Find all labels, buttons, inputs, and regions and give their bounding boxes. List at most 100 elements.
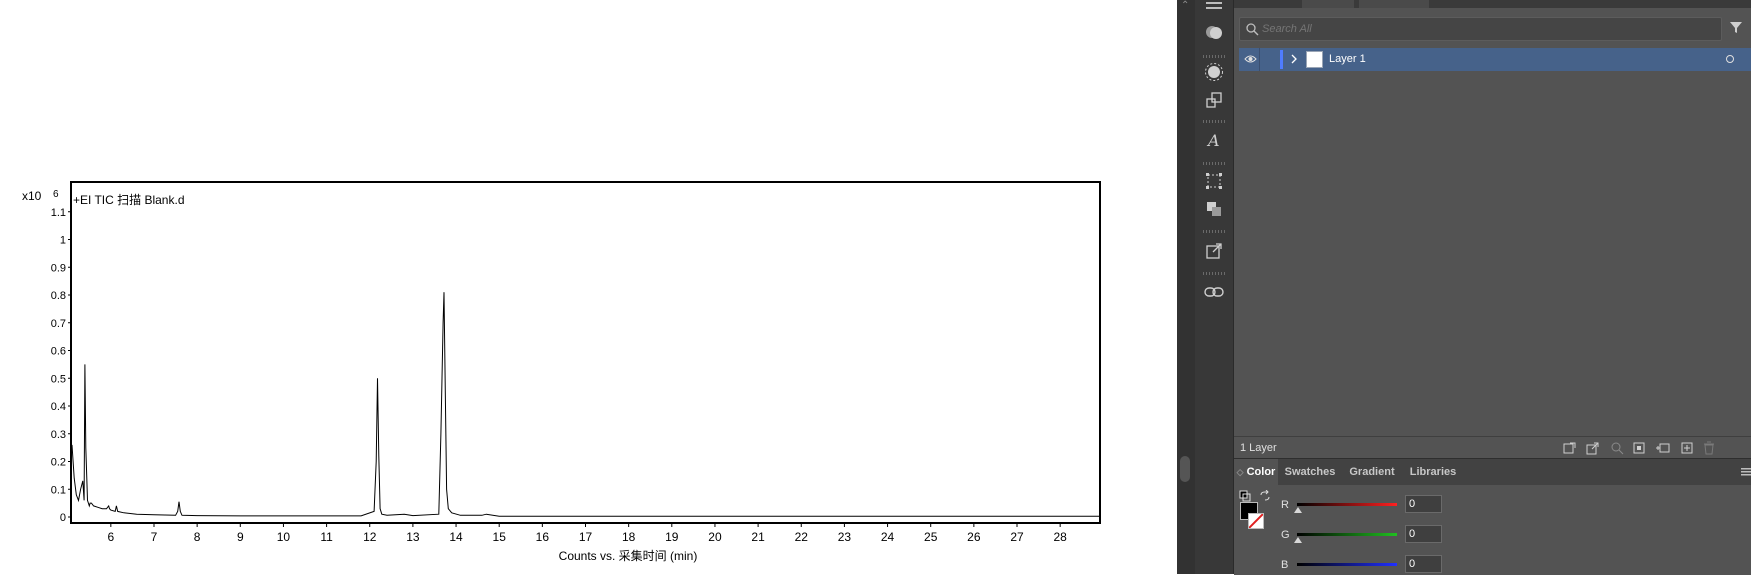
- menu-icon[interactable]: [1199, 0, 1229, 20]
- svg-text:A: A: [1206, 131, 1220, 150]
- x-tick-label: 10: [277, 530, 291, 544]
- layer-color-indicator: [1280, 50, 1283, 69]
- x-tick-label: 24: [881, 530, 895, 544]
- panel-dock-strip: ⌃: [1177, 0, 1196, 574]
- export-selection-icon[interactable]: [1585, 441, 1599, 455]
- search-input[interactable]: [1262, 18, 1702, 40]
- x-tick-label: 26: [967, 530, 981, 544]
- b-channel-label: B: [1281, 559, 1289, 571]
- pathfinder-icon[interactable]: [1199, 196, 1229, 222]
- filter-icon[interactable]: [1729, 20, 1743, 34]
- panel-icon-column: A: [1195, 0, 1234, 574]
- x-tick-label: 28: [1053, 530, 1067, 544]
- new-layer-icon[interactable]: [1680, 441, 1694, 455]
- plot-frame: [70, 181, 1101, 524]
- y-tick-label: 0: [60, 512, 66, 524]
- collect-export-icon[interactable]: [1562, 441, 1576, 455]
- lock-column[interactable]: [1259, 48, 1260, 71]
- r-channel-label: R: [1281, 499, 1289, 511]
- appearance-icon[interactable]: [1199, 19, 1229, 45]
- panel-tab[interactable]: [1359, 0, 1429, 8]
- panel-tab[interactable]: [1302, 0, 1354, 8]
- layer-thumbnail: [1306, 51, 1323, 68]
- layer-name[interactable]: Layer 1: [1329, 53, 1366, 65]
- transform-icon[interactable]: [1199, 87, 1229, 113]
- default-colors-icon[interactable]: [1239, 490, 1251, 502]
- panel-grip[interactable]: [1203, 272, 1225, 275]
- y-exponent-base: x10: [22, 189, 42, 203]
- panel-grip[interactable]: [1203, 120, 1225, 123]
- chevron-right-icon[interactable]: [1289, 53, 1299, 65]
- x-tick-label: 11: [320, 530, 333, 544]
- y-tick-label: 0.8: [51, 290, 66, 302]
- x-axis: 6 7 8 9 10 11 12 13 14 15 16 17 18 19 20 21 22 23 24 25 26 27…: [107, 523, 1067, 544]
- color-panel: ◇ Color Swatches Gradient Libraries R: [1234, 458, 1751, 575]
- y-tick-label: 1.1: [51, 207, 66, 219]
- tab-swatches[interactable]: Swatches: [1284, 466, 1336, 478]
- artboard-canvas[interactable]: 0 0.1 0.2 0.3 0.4 0.5 0.6 0.7 0.8 0.9 1 1.1 6 7 8 9 10 1…: [0, 0, 1177, 574]
- tab-libraries[interactable]: Libraries: [1409, 466, 1457, 478]
- color-panel-body: R G B: [1234, 485, 1751, 575]
- y-tick-label: 0.1: [51, 484, 66, 496]
- chart-title: +EI TIC 扫描 Blank.d: [73, 193, 185, 207]
- b-value-input[interactable]: [1405, 555, 1442, 573]
- g-channel-label: G: [1281, 529, 1290, 541]
- r-value-input[interactable]: [1405, 495, 1442, 513]
- x-tick-label: 16: [536, 530, 550, 544]
- character-style-icon[interactable]: A: [1199, 127, 1229, 153]
- app-panels: ⌃ A: [1177, 0, 1751, 575]
- dock-scroll-handle[interactable]: [1180, 456, 1190, 482]
- panel-grip[interactable]: [1203, 162, 1225, 165]
- tab-gradient[interactable]: Gradient: [1349, 466, 1395, 478]
- target-circle-icon[interactable]: [1725, 54, 1735, 64]
- r-slider-thumb[interactable]: [1294, 507, 1302, 513]
- brightness-icon[interactable]: [1199, 59, 1229, 85]
- x-tick-label: 9: [237, 530, 244, 544]
- x-tick-label: 19: [665, 530, 679, 544]
- x-tick-label: 7: [151, 530, 158, 544]
- panel-grip[interactable]: [1203, 230, 1225, 233]
- clipping-mask-icon[interactable]: [1632, 441, 1646, 455]
- tab-color[interactable]: ◇ Color: [1234, 459, 1278, 485]
- r-slider[interactable]: [1297, 503, 1397, 506]
- panel-menu-icon[interactable]: [1741, 468, 1751, 476]
- swap-colors-icon[interactable]: [1259, 490, 1271, 502]
- y-tick-label: 0.5: [51, 373, 66, 385]
- layers-panel: Layer 1 1 Layer: [1234, 0, 1751, 459]
- locate-object-icon[interactable]: [1610, 441, 1624, 455]
- export-icon[interactable]: [1199, 238, 1229, 264]
- x-tick-label: 23: [838, 530, 852, 544]
- color-panel-tabs: ◇ Color Swatches Gradient Libraries: [1234, 459, 1751, 485]
- delete-trash-icon[interactable]: [1702, 441, 1716, 455]
- g-slider-thumb[interactable]: [1294, 537, 1302, 543]
- new-sublayer-icon[interactable]: [1655, 441, 1671, 455]
- x-axis-label: Counts vs. 采集时间 (min): [559, 548, 698, 563]
- panel-grip[interactable]: [1203, 55, 1225, 58]
- links-icon[interactable]: [1199, 279, 1229, 305]
- x-tick-label: 25: [924, 530, 938, 544]
- x-tick-label: 21: [751, 530, 765, 544]
- g-slider[interactable]: [1297, 533, 1397, 536]
- align-icon[interactable]: [1199, 168, 1229, 194]
- y-tick-label: 0.7: [51, 318, 66, 330]
- layer-count: 1 Layer: [1240, 442, 1277, 454]
- g-value-input[interactable]: [1405, 525, 1442, 543]
- x-tick-label: 18: [622, 530, 636, 544]
- stroke-swatch[interactable]: [1248, 513, 1264, 529]
- x-tick-label: 27: [1010, 530, 1024, 544]
- y-tick-label: 0.4: [51, 401, 66, 413]
- collapse-arrow-icon[interactable]: ⌃: [1181, 0, 1190, 11]
- x-tick-label: 20: [708, 530, 722, 544]
- y-tick-label: 1: [60, 235, 66, 247]
- y-tick-label: 0.3: [51, 429, 66, 441]
- layer-row[interactable]: Layer 1: [1239, 48, 1751, 71]
- tic-trace: [71, 292, 1099, 517]
- x-tick-label: 17: [579, 530, 593, 544]
- y-tick-label: 0.6: [51, 346, 66, 358]
- y-axis: 0 0.1 0.2 0.3 0.4 0.5 0.6 0.7 0.8 0.9 1 1.1: [51, 207, 72, 524]
- chromatogram-chart: 0 0.1 0.2 0.3 0.4 0.5 0.6 0.7 0.8 0.9 1 1.1 6 7 8 9 10 1…: [22, 181, 1101, 563]
- y-tick-label: 0.2: [51, 457, 66, 469]
- visibility-eye-icon[interactable]: [1244, 53, 1257, 65]
- b-slider[interactable]: [1297, 563, 1397, 566]
- layers-search-box: [1239, 17, 1722, 41]
